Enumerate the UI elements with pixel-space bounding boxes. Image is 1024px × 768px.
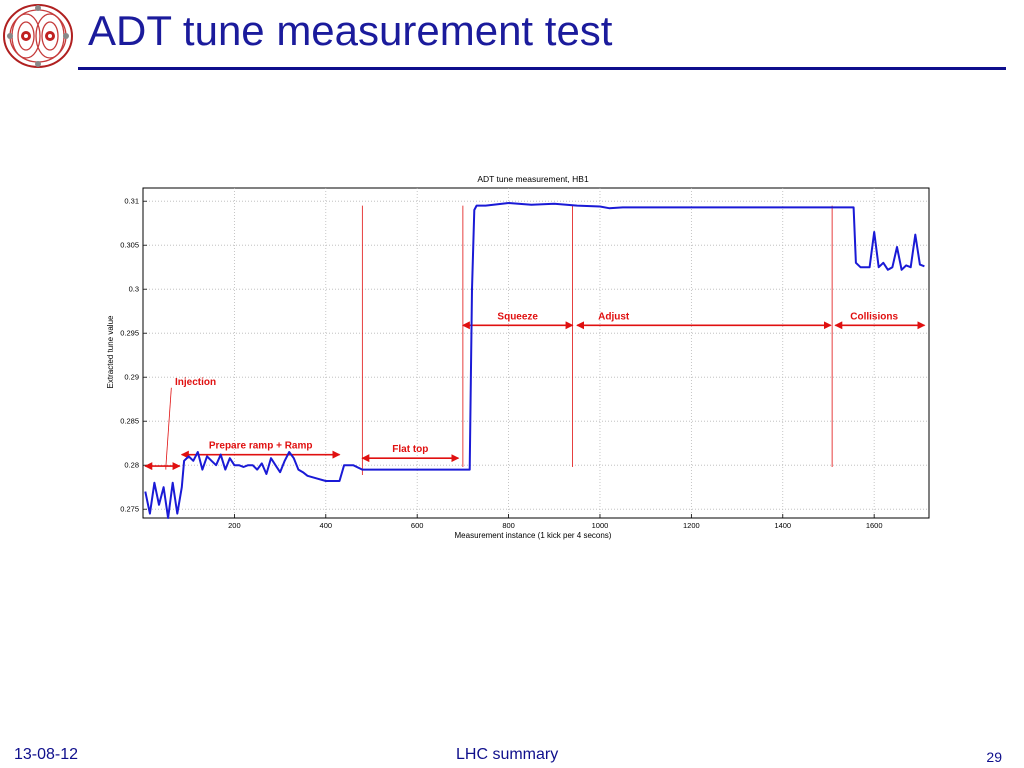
y-tick-label-3: 0.29 bbox=[124, 373, 139, 382]
x-tick-label-7: 1600 bbox=[866, 521, 883, 530]
x-tick-label-0: 200 bbox=[228, 521, 241, 530]
footer-date: 13-08-12 bbox=[14, 746, 79, 763]
y-tick-label-4: 0.295 bbox=[120, 329, 139, 338]
footer-title: LHC summary bbox=[456, 746, 559, 763]
series-line-hb1 bbox=[144, 202, 925, 519]
x-tick-label-6: 1400 bbox=[774, 521, 791, 530]
x-tick-label-5: 1200 bbox=[683, 521, 700, 530]
y-tick-label-2: 0.285 bbox=[120, 417, 139, 426]
y-tick-label-0: 0.275 bbox=[120, 505, 139, 514]
plot-area bbox=[142, 187, 930, 519]
phase-label-3: Squeeze bbox=[497, 311, 538, 322]
page-title: ADT tune measurement test bbox=[88, 7, 613, 54]
y-tick-label-6: 0.305 bbox=[120, 241, 139, 250]
phase-label-0: Injection bbox=[175, 377, 216, 388]
x-tick-label-4: 1000 bbox=[592, 521, 609, 530]
x-tick-label-1: 400 bbox=[320, 521, 333, 530]
injection-pointer bbox=[165, 387, 172, 467]
axis-ticks: 200 400 600 800 1000 1200 1400 1600 0.275 0.28 0.2… bbox=[120, 197, 882, 530]
title-divider bbox=[78, 67, 1006, 70]
y-tick-label-5: 0.3 bbox=[129, 285, 139, 294]
page-number: 29 bbox=[986, 749, 1002, 765]
y-tick-label-1: 0.28 bbox=[124, 461, 139, 470]
phase-label-1: Prepare ramp + Ramp bbox=[209, 441, 313, 452]
phase-label-2: Flat top bbox=[392, 444, 428, 455]
x-axis-label: Measurement instance (1 kick per 4 secon… bbox=[455, 531, 612, 540]
lhc-dipole-logo-icon bbox=[3, 4, 73, 68]
phase-label-4: Adjust bbox=[598, 311, 630, 322]
x-tick-label-2: 600 bbox=[411, 521, 424, 530]
phase-annotations: Injection Prepare ramp + Ramp Flat top Sque… bbox=[144, 205, 926, 475]
y-tick-label-7: 0.31 bbox=[124, 197, 139, 206]
phase-label-5: Collisions bbox=[850, 311, 898, 322]
grid-lines bbox=[143, 188, 929, 518]
y-axis-label: Extracted tune value bbox=[106, 315, 115, 388]
chart-title: ADT tune measurement, HB1 bbox=[477, 174, 589, 184]
x-tick-label-3: 800 bbox=[502, 521, 515, 530]
